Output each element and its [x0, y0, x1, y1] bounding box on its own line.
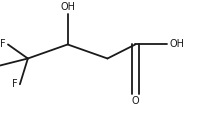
Text: OH: OH: [60, 2, 75, 12]
Text: F: F: [12, 79, 18, 89]
Text: OH: OH: [169, 39, 184, 49]
Text: F: F: [0, 39, 6, 49]
Text: O: O: [132, 96, 139, 106]
